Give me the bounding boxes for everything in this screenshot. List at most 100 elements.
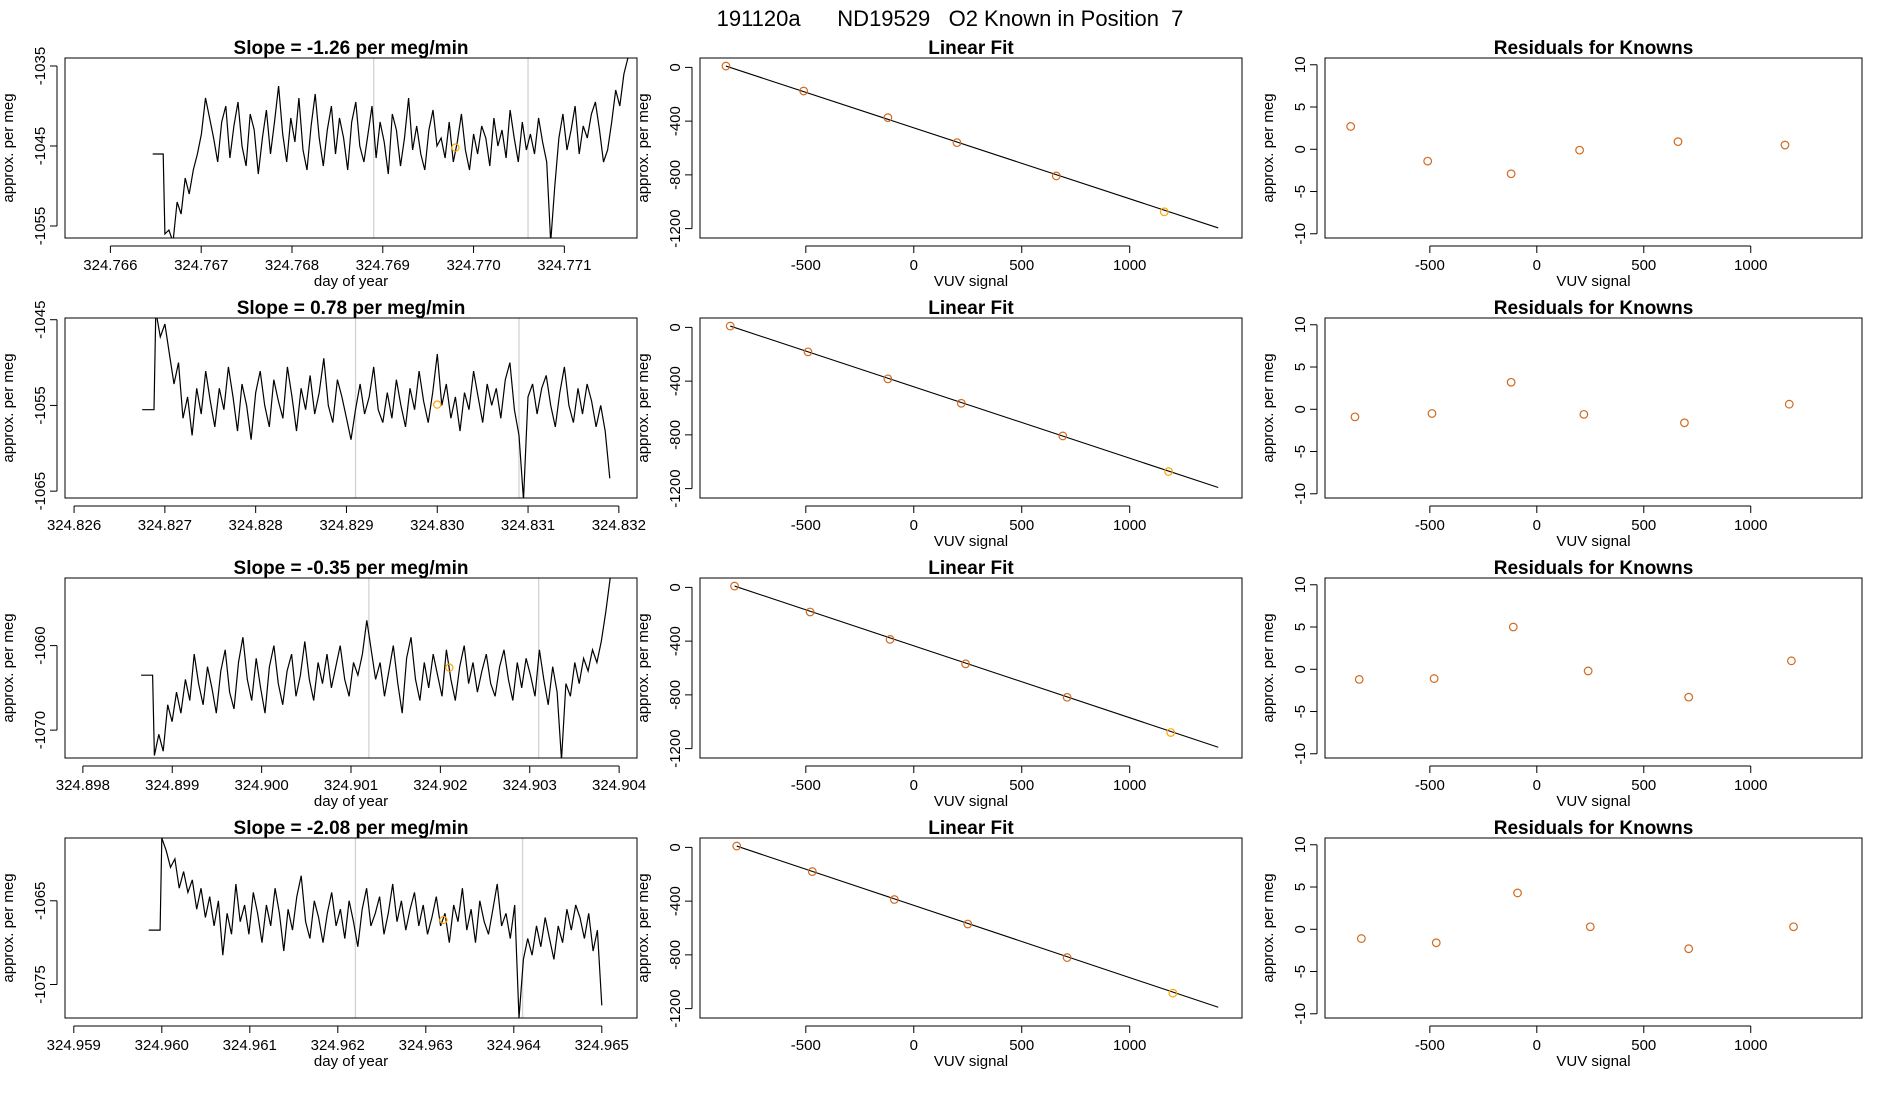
x-tick-label: -500	[791, 1037, 821, 1054]
plot-marks	[1354, 622, 1796, 702]
x-tick-label: 0	[910, 257, 918, 274]
plot-marks	[730, 581, 1219, 748]
data-point	[961, 659, 971, 669]
x-axis-label: VUV signal	[934, 273, 1008, 290]
x-tick-label: 324.899	[145, 777, 199, 794]
data-point	[803, 347, 813, 357]
y-tick-label: -1045	[32, 301, 49, 339]
data-point	[1784, 399, 1794, 409]
data-point	[883, 374, 893, 384]
x-tick-label: 500	[1009, 1037, 1034, 1054]
x-tick-label: 324.898	[56, 777, 110, 794]
panel-r0c1: Linear Fit -500 0 500 1000 VUV signal 0 -400 -80…	[635, 38, 1243, 290]
x-tick-label: 324.828	[229, 517, 283, 534]
y-tick-label: 0	[667, 323, 684, 331]
x-tick-label: 324.900	[235, 777, 289, 794]
panel-r1c0: Slope = 0.78 per meg/min 324.826 324.827 32…	[0, 298, 646, 534]
y-tick-label: -800	[667, 160, 684, 190]
x-tick-label: 324.964	[487, 1037, 541, 1054]
x-tick-label: -500	[791, 517, 821, 534]
x-tick-label: 324.770	[446, 257, 500, 274]
x-tick-label: -500	[1415, 1037, 1445, 1054]
x-tick-label: 324.903	[503, 777, 557, 794]
data-point	[1575, 145, 1584, 155]
data-point	[1508, 622, 1518, 632]
data-point	[721, 61, 731, 71]
y-tick-label: -1055	[32, 207, 49, 245]
highlight-point	[439, 915, 448, 925]
highlight-point	[1166, 728, 1176, 737]
x-axis-label: VUV signal	[1556, 793, 1630, 810]
x-tick-label: 324.965	[575, 1037, 629, 1054]
plot-frame	[699, 837, 1243, 1019]
y-axis-label: approx. per meg	[1260, 353, 1277, 462]
y-tick-label: -5	[1292, 965, 1309, 978]
x-tick-label: 0	[910, 777, 918, 794]
y-tick-label: -1200	[667, 469, 684, 507]
y-tick-label: -5	[1292, 445, 1309, 458]
x-axis-label: VUV signal	[1556, 533, 1630, 550]
panel-r2c0: Slope = -0.35 per meg/min 324.898 324.899 3…	[0, 558, 646, 810]
data-point	[1062, 692, 1072, 702]
data-point	[805, 607, 815, 617]
x-tick-label: 324.831	[501, 517, 555, 534]
y-axis-label: approx. per meg	[635, 613, 652, 722]
panel-title: Slope = -1.26 per meg/min	[234, 38, 469, 59]
y-tick-label: 5	[1292, 103, 1309, 111]
plot-frame	[1324, 317, 1863, 499]
chart-panels: Slope = -1.26 per meg/min 324.766 324.767 3…	[0, 38, 1863, 1070]
y-tick-label: -1075	[32, 965, 49, 1003]
panel-title: Residuals for Knowns	[1494, 558, 1694, 579]
y-tick-label: -800	[667, 940, 684, 970]
y-tick-label: -400	[667, 366, 684, 396]
x-tick-label: 500	[1631, 777, 1656, 794]
y-axis-label: approx. per meg	[1260, 613, 1277, 722]
y-axis-label: approx. per meg	[635, 353, 652, 462]
data-point	[1583, 666, 1593, 676]
y-tick-label: -1065	[32, 472, 49, 510]
plot-marks	[725, 321, 1219, 489]
x-tick-label: 324.901	[324, 777, 378, 794]
x-tick-label: 324.959	[47, 1037, 101, 1054]
plot-frame	[699, 317, 1243, 499]
x-tick-label: 0	[910, 517, 918, 534]
data-point	[1684, 692, 1694, 702]
panel-r1c1: Linear Fit -500 0 500 1000 VUV signal 0 -400 -80…	[635, 298, 1243, 550]
fit-line	[736, 845, 1219, 1008]
y-axis-label: approx. per meg	[1260, 93, 1277, 202]
panel-title: Residuals for Knowns	[1494, 818, 1694, 839]
y-tick-label: -800	[667, 420, 684, 450]
x-tick-label: 324.769	[356, 257, 410, 274]
data-point	[1350, 412, 1360, 422]
data-point	[732, 841, 742, 851]
x-axis-label: VUV signal	[934, 533, 1008, 550]
data-line	[152, 58, 629, 238]
x-tick-label: 1000	[1734, 1037, 1767, 1054]
y-tick-label: -400	[667, 626, 684, 656]
x-tick-label: 324.962	[311, 1037, 365, 1054]
y-tick-label: -1065	[32, 882, 49, 920]
data-point	[885, 634, 895, 644]
x-tick-label: 1000	[1734, 257, 1767, 274]
panel-title: Linear Fit	[928, 38, 1014, 59]
y-tick-label: -10	[1292, 223, 1309, 245]
x-tick-label: 324.826	[47, 517, 101, 534]
plot-frame	[64, 577, 638, 759]
x-tick-label: 0	[1533, 517, 1541, 534]
panel-title: Linear Fit	[928, 298, 1014, 319]
y-tick-label: -5	[1292, 705, 1309, 718]
highlight-point	[1164, 467, 1173, 476]
plot-frame	[1324, 837, 1863, 1019]
panel-r1c2: Residuals for Knowns -500 0 500 1000 VUV sign…	[1260, 298, 1863, 550]
plot-marks	[1356, 888, 1798, 954]
y-tick-label: 0	[667, 583, 684, 591]
panel-r2c1: Linear Fit -500 0 500 1000 VUV signal 0 -400 -80…	[635, 558, 1243, 810]
plot-marks	[142, 318, 611, 498]
data-point	[1506, 377, 1516, 387]
x-axis-label: VUV signal	[934, 1053, 1008, 1070]
x-tick-label: -500	[791, 777, 821, 794]
x-tick-label: 500	[1631, 1037, 1656, 1054]
panel-title: Slope = 0.78 per meg/min	[237, 298, 466, 319]
x-tick-label: -500	[1415, 517, 1445, 534]
data-point	[1346, 122, 1356, 131]
